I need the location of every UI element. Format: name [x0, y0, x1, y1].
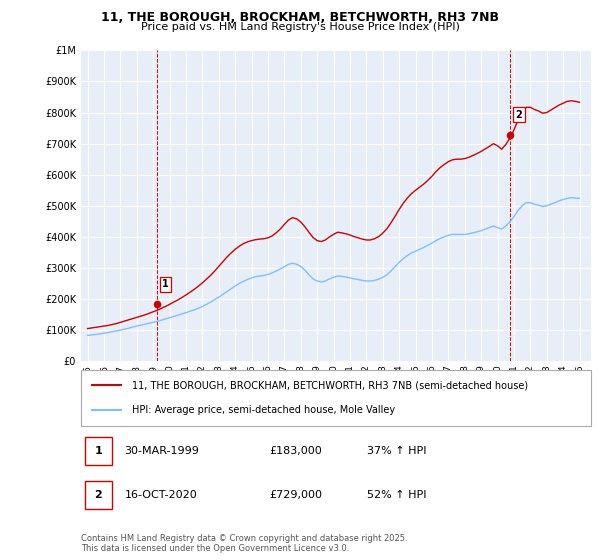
Text: 11, THE BOROUGH, BROCKHAM, BETCHWORTH, RH3 7NB: 11, THE BOROUGH, BROCKHAM, BETCHWORTH, R… — [101, 11, 499, 24]
Text: 30-MAR-1999: 30-MAR-1999 — [124, 446, 199, 456]
Text: Price paid vs. HM Land Registry's House Price Index (HPI): Price paid vs. HM Land Registry's House … — [140, 22, 460, 32]
Text: 1: 1 — [162, 279, 169, 289]
Text: 52% ↑ HPI: 52% ↑ HPI — [367, 490, 426, 500]
Text: 16-OCT-2020: 16-OCT-2020 — [124, 490, 197, 500]
Text: HPI: Average price, semi-detached house, Mole Valley: HPI: Average price, semi-detached house,… — [132, 405, 395, 415]
Text: 2: 2 — [94, 490, 102, 500]
FancyBboxPatch shape — [85, 481, 112, 509]
Text: 11, THE BOROUGH, BROCKHAM, BETCHWORTH, RH3 7NB (semi-detached house): 11, THE BOROUGH, BROCKHAM, BETCHWORTH, R… — [132, 380, 528, 390]
FancyBboxPatch shape — [81, 370, 591, 426]
Text: Contains HM Land Registry data © Crown copyright and database right 2025.
This d: Contains HM Land Registry data © Crown c… — [81, 534, 407, 553]
FancyBboxPatch shape — [85, 437, 112, 465]
Text: £729,000: £729,000 — [270, 490, 323, 500]
Text: 2: 2 — [515, 110, 522, 119]
Text: £183,000: £183,000 — [270, 446, 322, 456]
Text: 37% ↑ HPI: 37% ↑ HPI — [367, 446, 426, 456]
Text: 1: 1 — [94, 446, 102, 456]
